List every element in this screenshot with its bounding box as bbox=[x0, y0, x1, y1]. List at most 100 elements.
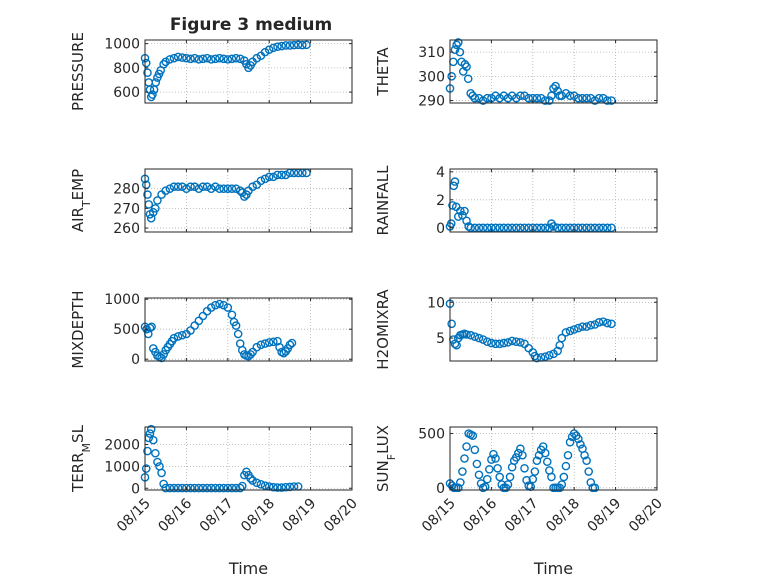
data-point bbox=[462, 442, 471, 451]
data-point bbox=[522, 475, 531, 485]
data-point bbox=[487, 338, 496, 348]
data-point bbox=[590, 483, 600, 493]
data-point bbox=[143, 68, 152, 78]
data-point bbox=[557, 480, 567, 489]
data-point bbox=[563, 450, 573, 460]
data-point bbox=[273, 483, 282, 492]
y-tick-label: 600 bbox=[113, 85, 140, 101]
data-point bbox=[450, 177, 460, 186]
data-point bbox=[576, 440, 585, 449]
data-point bbox=[153, 457, 162, 467]
data-point bbox=[505, 472, 515, 482]
data-point bbox=[159, 479, 168, 489]
data-point bbox=[545, 96, 554, 105]
y-axis-label: MIXDEPTH bbox=[69, 290, 87, 368]
plot-area bbox=[145, 169, 352, 232]
data-point bbox=[153, 196, 162, 205]
data-point bbox=[219, 54, 228, 64]
data-point bbox=[574, 223, 583, 233]
y-axis-label: RAINFALL bbox=[374, 165, 392, 236]
data-point bbox=[165, 55, 175, 64]
data-point bbox=[169, 182, 179, 192]
chart-title: Figure 3 medium bbox=[170, 15, 332, 35]
data-point bbox=[565, 223, 575, 233]
subplot-mixdepth: 0 500 1000 MIXDEPTH bbox=[69, 290, 353, 369]
data-point bbox=[532, 456, 542, 465]
data-point bbox=[206, 303, 216, 312]
data-point bbox=[198, 483, 208, 493]
data-point bbox=[514, 448, 523, 458]
data-point bbox=[215, 53, 224, 63]
data-point bbox=[495, 93, 504, 103]
x-tick-label: 08/16 bbox=[155, 495, 195, 535]
data-point bbox=[520, 91, 529, 101]
data-point bbox=[532, 223, 542, 233]
x-tick-label: 08/15 bbox=[419, 496, 459, 536]
data-point bbox=[545, 223, 554, 233]
data-point bbox=[499, 338, 509, 348]
data-point bbox=[453, 483, 463, 493]
data-point bbox=[281, 170, 291, 180]
data-point bbox=[557, 223, 567, 233]
data-point bbox=[453, 38, 463, 47]
data-point bbox=[223, 483, 233, 493]
y-tick-label: 0 bbox=[436, 221, 445, 237]
data-point bbox=[177, 53, 187, 62]
data-point bbox=[211, 483, 220, 493]
data-point bbox=[594, 93, 604, 103]
data-point bbox=[186, 182, 195, 192]
data-point bbox=[231, 53, 241, 63]
data-point bbox=[252, 342, 262, 352]
data-point bbox=[182, 483, 191, 493]
data-point bbox=[482, 337, 492, 346]
data-point bbox=[190, 321, 199, 330]
plot-area bbox=[145, 298, 352, 361]
data-point bbox=[223, 184, 233, 193]
data-point bbox=[553, 223, 562, 233]
data-point bbox=[447, 72, 456, 81]
data-point bbox=[151, 448, 160, 458]
data-point bbox=[190, 182, 199, 192]
data-point bbox=[580, 450, 589, 460]
data-point bbox=[456, 478, 465, 487]
x-tick-label: 08/18 bbox=[543, 496, 583, 536]
data-point bbox=[206, 55, 216, 64]
data-point bbox=[474, 470, 484, 480]
data-point bbox=[586, 93, 596, 103]
subplot-sun_flux: 0 500 SUNFLUX 08/15 08/16 08/17 08/18 08/19 08/2… bbox=[374, 425, 666, 578]
x-tick-label: 08/19 bbox=[585, 496, 625, 536]
data-point bbox=[586, 223, 596, 233]
data-point bbox=[190, 483, 199, 493]
data-point bbox=[540, 352, 550, 362]
data-point bbox=[520, 223, 529, 233]
data-point bbox=[466, 223, 476, 233]
data-point bbox=[499, 223, 509, 233]
x-tick-label: 08/15 bbox=[114, 496, 154, 536]
data-point bbox=[511, 337, 521, 346]
data-point bbox=[485, 465, 494, 474]
data-point bbox=[281, 41, 291, 50]
data-point bbox=[256, 480, 266, 489]
data-point bbox=[219, 483, 228, 493]
data-point bbox=[215, 483, 224, 493]
data-point bbox=[211, 54, 220, 64]
data-point bbox=[540, 223, 550, 233]
data-point bbox=[503, 93, 513, 103]
y-tick-label: 800 bbox=[113, 61, 140, 77]
data-point bbox=[557, 91, 567, 101]
data-point bbox=[248, 476, 257, 485]
y-axis-label: TERRMSL bbox=[69, 424, 93, 493]
data-point bbox=[269, 43, 278, 53]
data-point bbox=[594, 318, 604, 327]
data-point bbox=[603, 96, 612, 105]
data-point bbox=[574, 323, 583, 333]
data-point bbox=[468, 431, 478, 440]
data-point bbox=[503, 223, 513, 233]
data-point bbox=[148, 90, 157, 99]
data-point bbox=[466, 330, 476, 340]
x-axis-label: Time bbox=[228, 559, 268, 578]
data-point bbox=[511, 93, 521, 103]
data-point bbox=[264, 338, 274, 347]
data-point bbox=[161, 186, 170, 195]
